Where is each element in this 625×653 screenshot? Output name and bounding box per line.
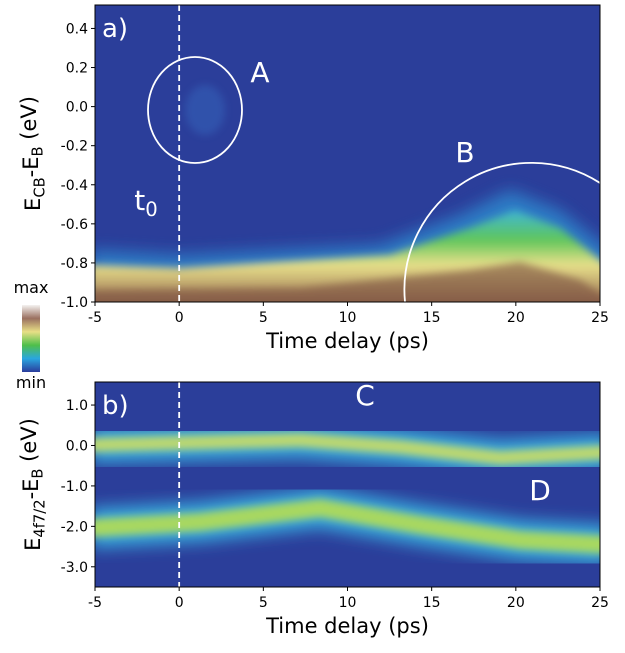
y-axis-label: E4f7/2-EB (eV) [17, 418, 48, 551]
x-tick-label: 5 [259, 310, 268, 326]
arc-b [403, 161, 600, 302]
x-tick-label: 10 [339, 595, 357, 611]
text-part: -E [19, 156, 43, 177]
panel-label: b) [102, 391, 129, 421]
y-tick-label: -0.4 [61, 178, 88, 194]
y-tick-label: -0.2 [61, 139, 88, 155]
x-tick-label: -5 [88, 310, 102, 326]
text-part: t [134, 184, 145, 217]
x-tick-label: 0 [175, 595, 184, 611]
colorbar [22, 305, 40, 372]
text-part: (eV) [17, 418, 41, 468]
text-part: 0 [145, 198, 157, 221]
y-tick-label: -0.6 [61, 217, 88, 233]
x-tick-label: 5 [259, 595, 268, 611]
text-part: CB [31, 177, 48, 197]
colorbar-max-label: max [14, 278, 49, 297]
annotation: B [455, 136, 474, 169]
text-part: B [30, 146, 47, 156]
text-part: -E [19, 479, 43, 500]
y-tick-label: -2.0 [61, 519, 88, 535]
x-tick-label: 10 [339, 310, 357, 326]
circle-a [147, 56, 243, 164]
x-tick-label: 25 [591, 310, 609, 326]
annotation: D [529, 474, 551, 507]
y-tick-label: 0.0 [66, 438, 88, 454]
x-tick-label: -5 [88, 595, 102, 611]
x-tick-label: 25 [591, 595, 609, 611]
y-tick-label: 1.0 [66, 398, 88, 414]
y-tick-label: -1.0 [61, 295, 88, 311]
text-part: E [21, 538, 45, 551]
x-tick-label: 0 [175, 310, 184, 326]
x-tick-label: 20 [507, 595, 525, 611]
y-tick-label: 0.2 [66, 61, 88, 77]
text-part: B [30, 468, 47, 478]
text-part: (eV) [17, 96, 41, 146]
y-tick-label: -1.0 [61, 479, 88, 495]
y-tick-label: 0.0 [66, 100, 88, 116]
heatmap-a [95, 5, 600, 302]
y-tick-label: -3.0 [61, 560, 88, 576]
y-tick-label: 0.4 [66, 21, 88, 37]
y-tick-label: -0.8 [61, 256, 88, 272]
text-part: E [21, 198, 45, 211]
x-tick-label: 15 [423, 595, 441, 611]
text-part: A [250, 56, 269, 89]
annotation: t0 [134, 184, 157, 221]
annotation: A [250, 56, 269, 89]
x-axis-label: Time delay (ps) [265, 329, 429, 353]
y-axis-label: ECB-EB (eV) [17, 96, 48, 211]
annotation: C [355, 379, 375, 412]
x-axis-label: Time delay (ps) [265, 614, 429, 638]
text-part: C [355, 379, 375, 412]
text-part: 4f7/2 [31, 499, 48, 537]
x-tick-label: 20 [507, 310, 525, 326]
x-tick-label: 15 [423, 310, 441, 326]
colorbar-min-label: min [16, 373, 46, 392]
text-part: B [455, 136, 474, 169]
panel-label: a) [102, 14, 128, 44]
text-part: D [529, 474, 551, 507]
